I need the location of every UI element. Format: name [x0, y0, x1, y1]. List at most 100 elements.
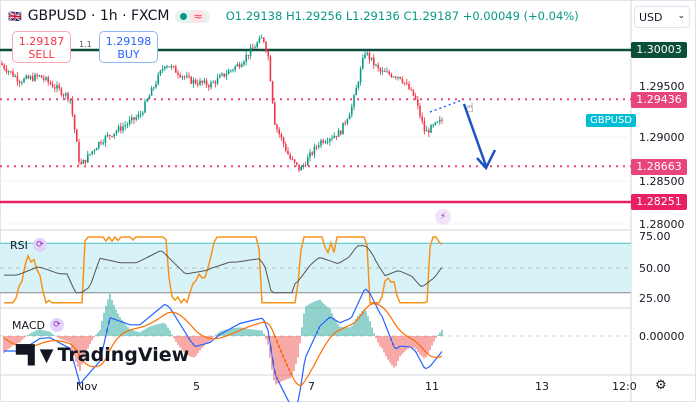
candle-body: [351, 106, 353, 115]
candle-body: [381, 70, 384, 72]
candle-body: [359, 68, 362, 83]
candle-body: [78, 141, 80, 163]
candle-body: [29, 76, 32, 79]
candle-body: [232, 69, 234, 71]
candle-body: [73, 114, 76, 130]
candle-body: [168, 66, 170, 68]
candle-body: [258, 38, 261, 43]
candle-body: [397, 76, 399, 78]
candle-body: [441, 119, 443, 121]
refresh-icon[interactable]: ⟳: [49, 318, 64, 332]
candle-body: [311, 152, 313, 155]
symbol-title[interactable]: GBPUSD · 1h · FXCM: [27, 8, 170, 24]
candle-body: [247, 54, 250, 56]
candle-body: [243, 61, 245, 65]
candle-body: [87, 154, 89, 163]
sell-button[interactable]: 1.29187 SELL: [12, 31, 71, 63]
candle-body: [357, 82, 360, 88]
candle-body: [5, 68, 8, 72]
candle-body: [346, 119, 349, 124]
refresh-icon[interactable]: ⟳: [32, 238, 47, 252]
candle-body: [331, 137, 333, 139]
candle-body: [95, 148, 98, 151]
candle-body: [414, 95, 417, 100]
candle-body: [49, 82, 52, 85]
sell-price: 1.29187: [18, 35, 65, 48]
forecast-arrow: [462, 103, 497, 171]
candle-body: [291, 158, 294, 160]
candle-body: [32, 76, 34, 81]
macd-legend[interactable]: MACD ⟳: [12, 318, 64, 332]
candle-body: [106, 134, 109, 137]
candle-body: [333, 135, 335, 138]
level-tag[interactable]: 1.28251: [631, 194, 687, 210]
candle-body: [126, 124, 129, 126]
candle-body: [137, 114, 140, 118]
level-tag[interactable]: 1.28663: [631, 159, 687, 175]
candle-body: [263, 37, 265, 42]
settings-icon[interactable]: ⚙: [655, 378, 667, 393]
candle-body: [227, 70, 230, 75]
candle-body: [353, 95, 355, 107]
candle-body: [384, 70, 386, 72]
candle-body: [111, 135, 113, 137]
candle-body: [91, 151, 93, 154]
candle-body: [390, 74, 393, 77]
rsi-tick: 25.00: [639, 292, 671, 305]
candle-body: [161, 68, 164, 71]
candle-body: [113, 133, 115, 137]
candle-body: [252, 47, 254, 49]
macd-label: MACD: [12, 318, 45, 332]
candle-body: [329, 138, 331, 142]
candle-body: [287, 150, 289, 155]
candle-body: [102, 142, 104, 144]
candle-body: [386, 71, 388, 73]
rsi-legend[interactable]: RSI ⟳: [10, 238, 47, 252]
candle-body: [47, 77, 49, 83]
candle-body: [7, 71, 10, 73]
time-tick: 13: [535, 380, 549, 393]
candle-body: [421, 116, 423, 122]
candle-body: [25, 75, 27, 79]
candle-body: [315, 146, 318, 148]
candle-body: [172, 66, 175, 68]
candle-body: [155, 83, 157, 88]
candle-body: [60, 88, 63, 96]
candle-body: [214, 81, 217, 84]
buy-button[interactable]: 1.29198 BUY: [99, 31, 158, 63]
candle-body: [166, 66, 168, 68]
market-status[interactable]: ≈: [175, 9, 210, 23]
candle-body: [278, 129, 280, 135]
candle-body: [139, 114, 142, 116]
candle-body: [230, 70, 232, 72]
candle-body: [344, 122, 346, 124]
candle-body: [260, 37, 263, 39]
candle-body: [148, 95, 151, 100]
price-tick: 1.28500: [639, 175, 685, 188]
ohlc-values: O1.29138 H1.29256 L1.29136 C1.29187 +0.0…: [226, 9, 579, 23]
candle-body: [318, 145, 320, 147]
candle-body: [197, 83, 199, 85]
candle-body: [210, 82, 212, 88]
currency-select[interactable]: USD ⌄: [634, 6, 690, 28]
tradingview-logo[interactable]: ▀▌▼ TradingView: [16, 344, 189, 366]
candle-body: [175, 66, 177, 73]
lightning-icon[interactable]: ⚡: [435, 209, 451, 225]
level-tag[interactable]: 1.29436: [631, 92, 687, 108]
time-tick: 11: [425, 380, 439, 393]
candle-body: [146, 99, 148, 102]
level-tag[interactable]: 1.30003: [631, 42, 687, 58]
candle-body: [150, 87, 153, 96]
candle-body: [183, 76, 186, 78]
price-tick: 1.29000: [639, 131, 685, 144]
rsi-tick: 75.00: [639, 230, 671, 243]
candle-body: [170, 66, 173, 68]
candle-body: [403, 82, 406, 84]
candle-body: [124, 125, 126, 127]
chevron-down-icon: ⌄: [677, 11, 685, 21]
currency-value: USD: [639, 11, 663, 24]
wave-icon: ≈: [191, 9, 205, 23]
candle-body: [67, 93, 69, 100]
candle-body: [181, 76, 184, 78]
